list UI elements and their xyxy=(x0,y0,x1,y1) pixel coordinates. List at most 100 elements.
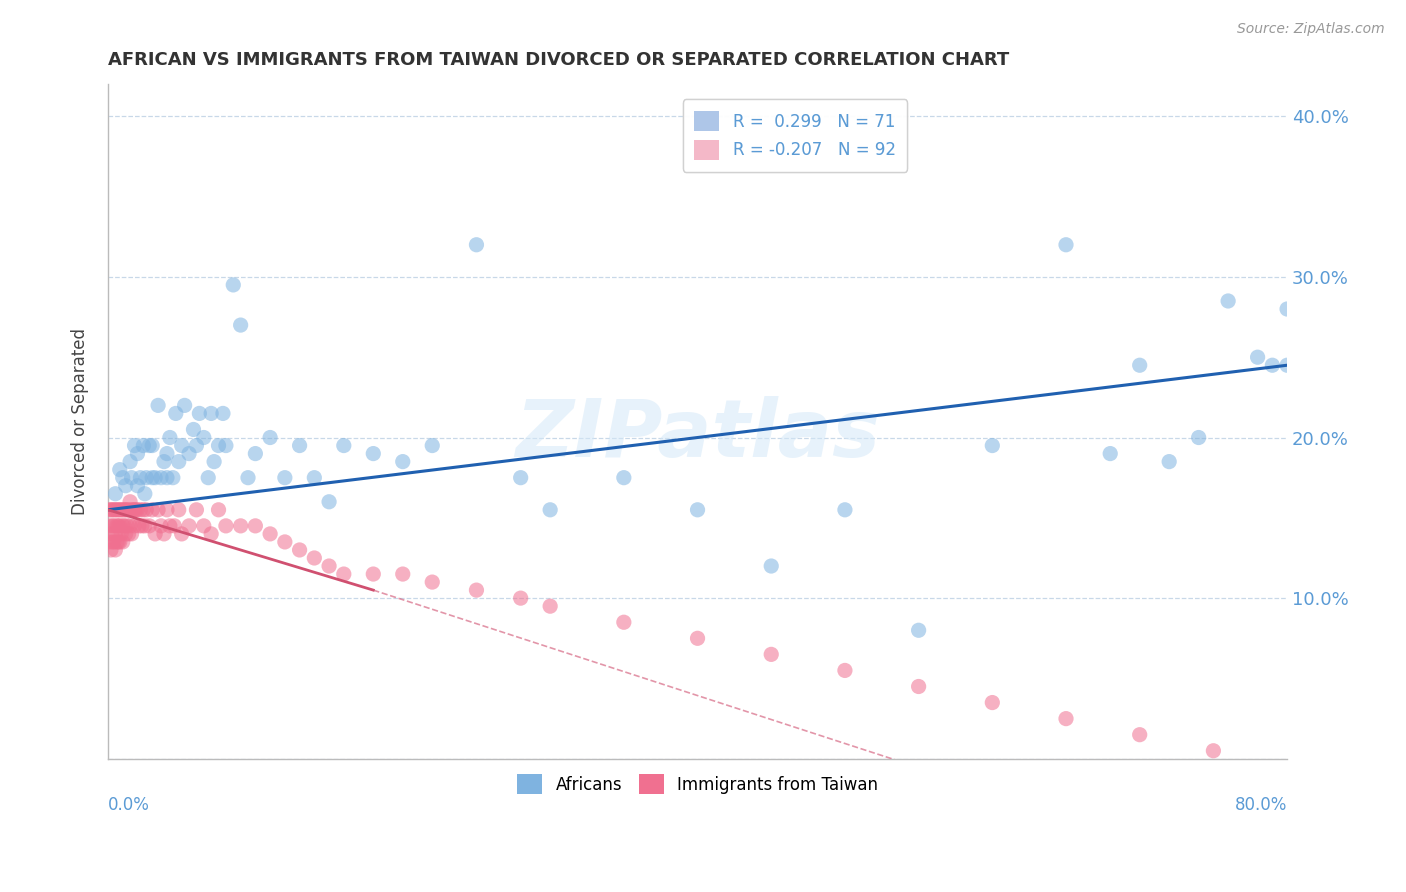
Point xyxy=(114,503,136,517)
Point xyxy=(112,519,135,533)
Point xyxy=(132,503,155,517)
Point xyxy=(173,398,195,412)
Point xyxy=(98,503,121,517)
Point xyxy=(1099,446,1122,460)
Point xyxy=(420,575,443,590)
Point xyxy=(115,503,138,517)
Point xyxy=(117,527,139,541)
Point xyxy=(111,519,134,533)
Point xyxy=(103,535,125,549)
Point xyxy=(103,503,125,517)
Text: ZIPatlas: ZIPatlas xyxy=(515,396,880,474)
Point xyxy=(1159,455,1181,469)
Point xyxy=(146,503,169,517)
Point xyxy=(98,535,121,549)
Point xyxy=(163,519,186,533)
Point xyxy=(134,519,156,533)
Point xyxy=(153,455,176,469)
Point xyxy=(135,471,157,485)
Point xyxy=(1129,358,1152,372)
Point xyxy=(120,495,142,509)
Text: Source: ZipAtlas.com: Source: ZipAtlas.com xyxy=(1237,22,1385,37)
Point xyxy=(1275,301,1298,316)
Point xyxy=(104,503,127,517)
Point xyxy=(159,519,181,533)
Point xyxy=(391,567,413,582)
Point xyxy=(165,406,187,420)
Point xyxy=(141,438,163,452)
Point xyxy=(115,519,138,533)
Point xyxy=(170,527,193,541)
Point xyxy=(127,446,149,460)
Legend: R =  0.299   N = 71, R = -0.207   N = 92: R = 0.299 N = 71, R = -0.207 N = 92 xyxy=(683,99,907,171)
Point xyxy=(197,471,219,485)
Point xyxy=(509,591,531,606)
Point xyxy=(98,519,121,533)
Point xyxy=(105,535,128,549)
Point xyxy=(129,471,152,485)
Point xyxy=(121,503,143,517)
Point xyxy=(1216,293,1239,308)
Point xyxy=(167,455,190,469)
Point xyxy=(907,624,929,638)
Point xyxy=(146,398,169,412)
Point xyxy=(124,519,146,533)
Point xyxy=(129,503,152,517)
Point xyxy=(1246,350,1268,364)
Point xyxy=(465,583,488,598)
Point xyxy=(333,438,356,452)
Point xyxy=(107,519,129,533)
Point xyxy=(100,527,122,541)
Point xyxy=(122,503,145,517)
Point xyxy=(114,479,136,493)
Point xyxy=(1054,712,1077,726)
Point xyxy=(156,446,179,460)
Point xyxy=(128,519,150,533)
Point xyxy=(108,519,131,533)
Point xyxy=(108,463,131,477)
Point xyxy=(143,527,166,541)
Point xyxy=(143,471,166,485)
Point xyxy=(132,438,155,452)
Point xyxy=(200,527,222,541)
Point xyxy=(110,503,132,517)
Point xyxy=(193,430,215,444)
Point xyxy=(124,438,146,452)
Point xyxy=(207,438,229,452)
Point xyxy=(177,519,200,533)
Point xyxy=(361,567,384,582)
Point xyxy=(236,471,259,485)
Point xyxy=(259,527,281,541)
Point xyxy=(1202,744,1225,758)
Point xyxy=(125,503,148,517)
Point xyxy=(834,503,856,517)
Point xyxy=(111,503,134,517)
Point xyxy=(150,471,173,485)
Point xyxy=(202,455,225,469)
Point xyxy=(138,438,160,452)
Point xyxy=(104,543,127,558)
Point xyxy=(121,527,143,541)
Point xyxy=(100,503,122,517)
Point xyxy=(1275,358,1298,372)
Point xyxy=(304,471,326,485)
Point xyxy=(111,471,134,485)
Point xyxy=(761,559,783,574)
Point xyxy=(127,503,149,517)
Point xyxy=(1129,728,1152,742)
Text: 80.0%: 80.0% xyxy=(1234,796,1286,814)
Point xyxy=(538,503,561,517)
Point xyxy=(200,406,222,420)
Point xyxy=(150,519,173,533)
Point xyxy=(141,471,163,485)
Point xyxy=(108,535,131,549)
Point xyxy=(103,519,125,533)
Point xyxy=(981,696,1004,710)
Point xyxy=(114,527,136,541)
Point xyxy=(245,446,267,460)
Point xyxy=(101,535,124,549)
Point xyxy=(288,543,311,558)
Point xyxy=(177,446,200,460)
Point xyxy=(186,503,208,517)
Point xyxy=(135,503,157,517)
